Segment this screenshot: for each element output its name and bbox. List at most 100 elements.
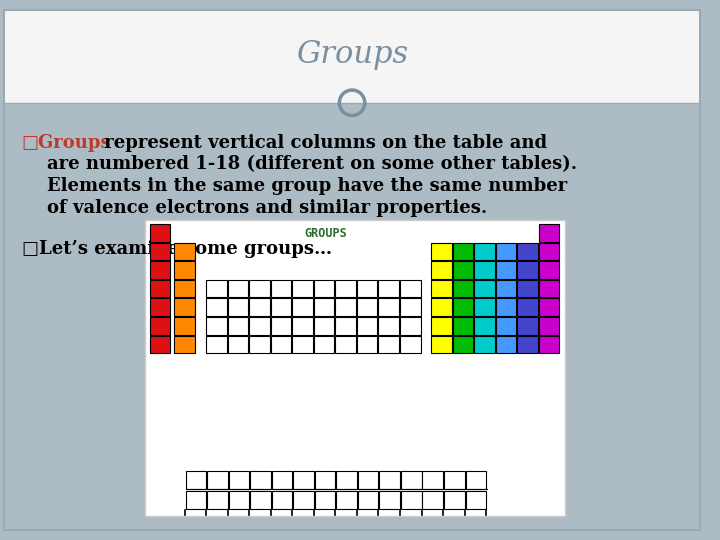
Bar bbox=[539, 335, 559, 353]
Bar bbox=[249, 299, 270, 316]
Bar bbox=[423, 491, 443, 509]
Text: are numbered 1-18 (different on some other tables).: are numbered 1-18 (different on some oth… bbox=[22, 156, 577, 173]
Bar bbox=[431, 335, 452, 353]
Bar bbox=[518, 280, 538, 298]
Bar bbox=[174, 299, 194, 316]
Text: Groups: Groups bbox=[296, 39, 408, 70]
Bar bbox=[357, 335, 377, 353]
Bar bbox=[379, 335, 399, 353]
Bar bbox=[336, 317, 356, 335]
Bar bbox=[150, 317, 170, 335]
Bar bbox=[496, 299, 516, 316]
Bar bbox=[539, 280, 559, 298]
Bar bbox=[539, 261, 559, 279]
Text: represent vertical columns on the table and: represent vertical columns on the table … bbox=[98, 134, 547, 152]
Bar bbox=[518, 299, 538, 316]
Bar bbox=[249, 335, 270, 353]
Bar bbox=[174, 261, 194, 279]
Bar bbox=[314, 317, 335, 335]
Bar bbox=[150, 335, 170, 353]
Bar bbox=[228, 317, 248, 335]
Bar bbox=[150, 224, 170, 241]
Bar bbox=[539, 317, 559, 335]
Bar bbox=[314, 280, 335, 298]
Bar bbox=[518, 317, 538, 335]
Bar bbox=[379, 317, 399, 335]
Bar bbox=[314, 299, 335, 316]
Bar bbox=[496, 242, 516, 260]
Bar bbox=[293, 491, 314, 509]
Bar bbox=[292, 317, 313, 335]
Bar bbox=[174, 335, 194, 353]
Bar bbox=[496, 317, 516, 335]
Bar bbox=[271, 335, 292, 353]
Bar bbox=[496, 335, 516, 353]
Bar bbox=[474, 335, 495, 353]
Bar bbox=[145, 220, 565, 516]
Bar bbox=[453, 299, 473, 316]
Bar bbox=[271, 280, 292, 298]
Bar bbox=[251, 471, 271, 489]
Bar bbox=[336, 471, 357, 489]
Bar bbox=[150, 261, 170, 279]
Bar bbox=[474, 261, 495, 279]
Bar bbox=[207, 280, 227, 298]
Bar bbox=[444, 471, 464, 489]
Bar bbox=[453, 242, 473, 260]
Bar bbox=[292, 299, 313, 316]
Bar bbox=[358, 471, 379, 489]
Bar bbox=[518, 335, 538, 353]
Bar bbox=[357, 299, 377, 316]
Bar bbox=[207, 335, 227, 353]
Bar bbox=[186, 471, 207, 489]
Bar bbox=[379, 491, 400, 509]
Bar bbox=[539, 224, 559, 241]
Bar bbox=[292, 335, 313, 353]
Bar bbox=[174, 242, 194, 260]
Bar bbox=[174, 280, 194, 298]
Bar bbox=[271, 299, 292, 316]
Bar bbox=[474, 299, 495, 316]
Bar bbox=[150, 280, 170, 298]
Text: of valence electrons and similar properties.: of valence electrons and similar propert… bbox=[22, 199, 487, 217]
Bar bbox=[4, 103, 701, 530]
Text: Elements in the same group have the same number: Elements in the same group have the same… bbox=[22, 177, 567, 195]
Bar bbox=[271, 317, 292, 335]
Bar bbox=[431, 242, 452, 260]
Bar bbox=[466, 491, 486, 509]
Text: GROUPS: GROUPS bbox=[304, 227, 347, 240]
Bar bbox=[400, 335, 420, 353]
Bar bbox=[539, 242, 559, 260]
Bar bbox=[453, 335, 473, 353]
Bar bbox=[228, 299, 248, 316]
Bar bbox=[431, 280, 452, 298]
Bar bbox=[400, 317, 420, 335]
Bar bbox=[423, 471, 443, 489]
Bar bbox=[315, 471, 336, 489]
Bar bbox=[314, 335, 335, 353]
Bar bbox=[379, 299, 399, 316]
Bar bbox=[336, 280, 356, 298]
Bar bbox=[207, 299, 227, 316]
Bar bbox=[401, 491, 421, 509]
Bar bbox=[453, 280, 473, 298]
Text: □Let’s examine some groups…: □Let’s examine some groups… bbox=[22, 240, 332, 258]
Bar bbox=[150, 242, 170, 260]
Bar bbox=[496, 261, 516, 279]
Bar bbox=[474, 242, 495, 260]
Bar bbox=[431, 261, 452, 279]
Bar bbox=[207, 471, 228, 489]
Bar bbox=[272, 491, 292, 509]
Bar bbox=[466, 471, 486, 489]
Bar bbox=[400, 280, 420, 298]
Bar bbox=[400, 299, 420, 316]
Bar bbox=[293, 471, 314, 489]
Bar bbox=[518, 261, 538, 279]
Bar bbox=[228, 335, 248, 353]
Bar bbox=[251, 491, 271, 509]
Bar bbox=[272, 471, 292, 489]
Bar bbox=[379, 471, 400, 489]
Bar bbox=[336, 491, 357, 509]
Bar bbox=[249, 280, 270, 298]
Bar bbox=[207, 491, 228, 509]
